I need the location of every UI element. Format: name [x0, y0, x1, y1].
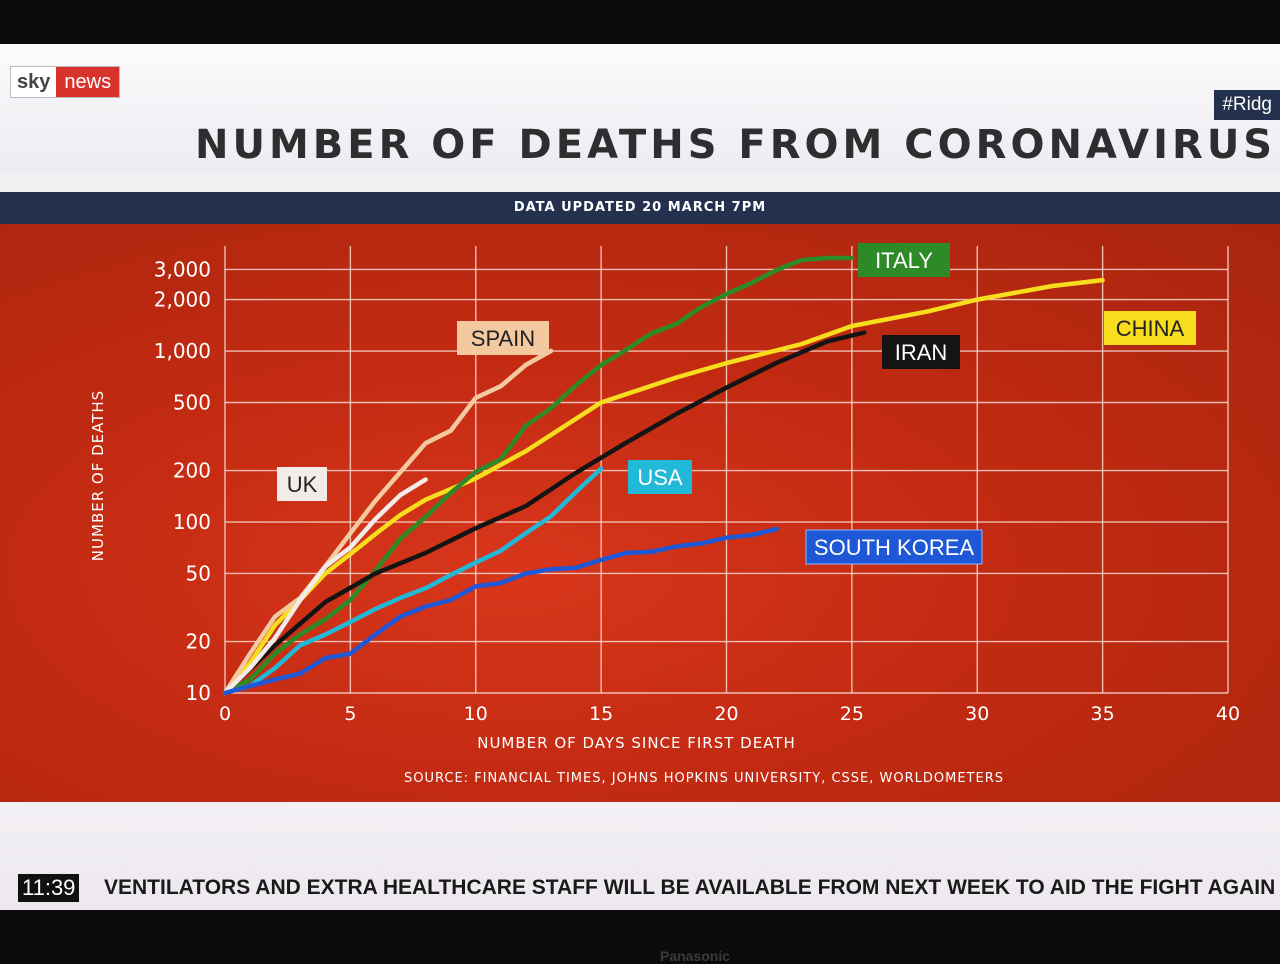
series-label-usa: USA — [637, 465, 683, 490]
series-label-china: CHINA — [1116, 316, 1185, 341]
tv-bezel — [0, 910, 1280, 960]
y-tick-label: 20 — [186, 630, 211, 654]
chart-subtitle: DATA UPDATED 20 MARCH 7PM — [0, 192, 1280, 224]
x-tick-label: 0 — [219, 703, 231, 725]
y-tick-label: 10 — [186, 681, 211, 705]
series-line-south-korea — [222, 526, 779, 696]
tv-screen: sky news #Ridg NUMBER OF DEATHS FROM COR… — [0, 44, 1280, 910]
news-ticker: VENTILATORS AND EXTRA HEALTHCARE STAFF W… — [104, 876, 1276, 899]
x-tick-label: 5 — [344, 703, 356, 725]
series-line-usa — [222, 466, 604, 696]
label-box-italy — [858, 243, 950, 277]
series-line-iran — [222, 330, 867, 696]
label-box-iran — [882, 335, 960, 369]
label-box-uk — [277, 467, 327, 501]
series-line-spain — [222, 348, 554, 696]
series-label-iran: IRAN — [895, 340, 948, 365]
series-line-uk — [222, 477, 428, 696]
series-label-italy: ITALY — [875, 248, 933, 273]
label-box-china — [1104, 311, 1196, 345]
logo-sky-text: sky — [17, 71, 51, 93]
show-hashtag: #Ridg — [1214, 90, 1280, 120]
header-band — [0, 44, 1280, 174]
label-box-south-korea — [805, 529, 983, 565]
series-label-uk: UK — [287, 472, 318, 497]
y-tick-label: 200 — [173, 459, 211, 483]
series-line-italy — [222, 255, 855, 696]
y-axis-label: NUMBER OF DEATHS — [89, 390, 107, 561]
y-tick-label: 500 — [173, 390, 211, 414]
x-tick-label: 10 — [464, 703, 488, 725]
tv-brand: Panasonic — [660, 948, 731, 964]
sky-news-logo: sky news — [10, 66, 121, 98]
x-tick-label: 40 — [1216, 703, 1240, 725]
label-box-usa — [628, 460, 692, 494]
y-tick-label: 2,000 — [154, 288, 211, 312]
chart-background — [0, 224, 1280, 802]
x-tick-label: 35 — [1091, 703, 1115, 725]
broadcast-clock: 11:39 — [18, 874, 80, 902]
series-label-south-korea: SOUTH KOREA — [814, 535, 974, 560]
y-tick-label: 3,000 — [154, 257, 211, 281]
series-label-spain: SPAIN — [471, 326, 535, 351]
label-box-spain — [457, 321, 549, 355]
logo-news-text: news — [56, 67, 120, 97]
x-axis-label: NUMBER OF DAYS SINCE FIRST DEATH — [477, 734, 796, 752]
x-tick-label: 25 — [840, 703, 864, 725]
y-tick-label: 50 — [186, 561, 211, 585]
y-tick-label: 1,000 — [154, 339, 211, 363]
x-tick-label: 30 — [965, 703, 989, 725]
source-note: SOURCE: FINANCIAL TIMES, JOHNS HOPKINS U… — [404, 771, 1004, 786]
x-tick-label: 15 — [589, 703, 613, 725]
x-tick-label: 20 — [714, 703, 738, 725]
chart-title: NUMBER OF DEATHS FROM CORONAVIRUS — [195, 122, 1277, 168]
y-tick-label: 100 — [173, 510, 211, 534]
ticker-band — [0, 802, 1280, 910]
